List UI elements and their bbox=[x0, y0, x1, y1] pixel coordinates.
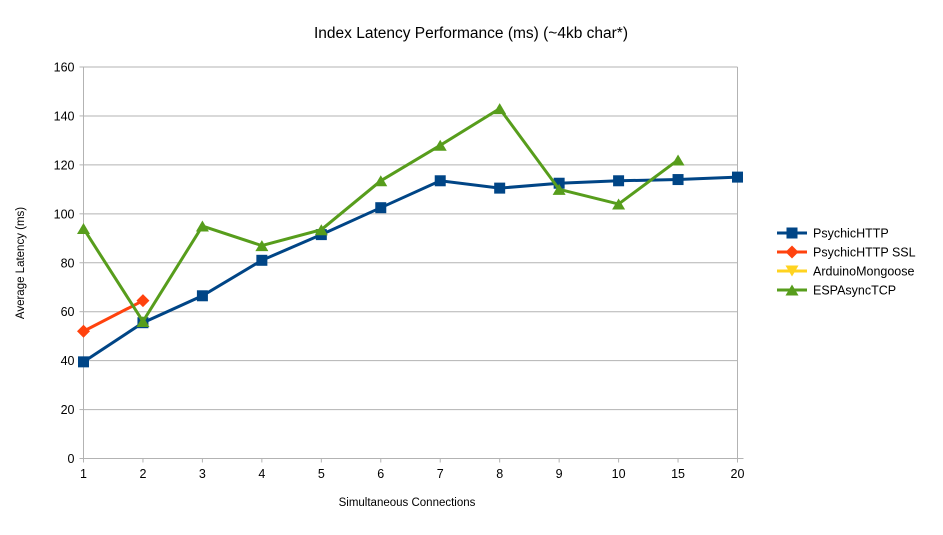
data-series bbox=[77, 103, 743, 368]
x-tick-label: 15 bbox=[671, 467, 685, 481]
legend-label: ESPAsyncTCP bbox=[813, 284, 896, 298]
y-tick-label: 40 bbox=[61, 354, 75, 368]
y-tick-label: 0 bbox=[68, 452, 75, 466]
legend-item: PsychicHTTP SSL bbox=[777, 245, 916, 260]
data-point-marker bbox=[375, 202, 387, 214]
data-point-marker bbox=[612, 198, 626, 210]
y-tick-label: 20 bbox=[61, 403, 75, 417]
y-tick-label: 60 bbox=[61, 305, 75, 319]
data-point-marker bbox=[256, 254, 268, 266]
legend-marker-triangle-down bbox=[785, 265, 799, 277]
y-tick-label: 100 bbox=[54, 207, 75, 221]
data-point-marker bbox=[255, 240, 269, 252]
data-point-marker bbox=[196, 290, 208, 302]
legend-label: ArduinoMongoose bbox=[813, 265, 915, 279]
legend: PsychicHTTP PsychicHTTP SSL ArduinoMongoos… bbox=[777, 227, 916, 298]
data-point-marker bbox=[732, 171, 743, 183]
data-point-marker bbox=[434, 175, 446, 187]
y-tick-label: 160 bbox=[54, 61, 75, 75]
legend-item: ArduinoMongoose bbox=[777, 265, 915, 279]
chart-title: Index Latency Performance (ms) (~4kb cha… bbox=[314, 25, 628, 42]
data-point-marker bbox=[672, 174, 684, 186]
legend-marker-triangle-up bbox=[785, 284, 799, 296]
x-tick-label: 4 bbox=[258, 467, 265, 481]
data-point-marker bbox=[494, 182, 506, 194]
x-tick-label: 20 bbox=[731, 467, 745, 481]
data-point-marker bbox=[374, 175, 388, 187]
legend-marker-square bbox=[786, 227, 798, 239]
data-point-marker bbox=[613, 175, 625, 187]
data-point-marker bbox=[77, 222, 90, 234]
x-tick-label: 10 bbox=[612, 467, 626, 481]
y-axis-title: Average Latency (ms) bbox=[15, 207, 27, 319]
series-line bbox=[82, 106, 679, 325]
y-tick-label: 140 bbox=[54, 109, 75, 123]
x-axis-title: Simultaneous Connections bbox=[339, 497, 476, 509]
gridlines bbox=[83, 66, 738, 459]
series-psychichttp bbox=[78, 171, 743, 368]
data-point-marker bbox=[671, 154, 685, 166]
data-point-marker bbox=[136, 315, 150, 327]
data-point-marker bbox=[552, 183, 566, 195]
x-tick-label: 2 bbox=[139, 467, 146, 481]
legend-item: ESPAsyncTCP bbox=[777, 284, 896, 298]
x-tick-label: 5 bbox=[318, 467, 325, 481]
legend-label: PsychicHTTP SSL bbox=[813, 246, 916, 260]
x-tick-label: 6 bbox=[377, 467, 384, 481]
series-espasynctcp bbox=[77, 103, 685, 327]
legend-label: PsychicHTTP bbox=[813, 227, 889, 241]
y-tick-label: 80 bbox=[61, 256, 75, 270]
data-point-marker bbox=[433, 139, 447, 151]
legend-item: PsychicHTTP bbox=[777, 227, 889, 241]
x-tick-label: 3 bbox=[199, 467, 206, 481]
legend-marker-diamond bbox=[785, 245, 799, 259]
data-point-marker bbox=[493, 103, 507, 115]
series-line bbox=[82, 175, 738, 364]
x-tick-label: 9 bbox=[556, 467, 563, 481]
data-point-marker bbox=[77, 324, 90, 338]
data-point-marker bbox=[136, 294, 150, 308]
x-tick-label: 8 bbox=[496, 467, 503, 481]
data-point-marker bbox=[78, 356, 89, 368]
x-tick-label: 1 bbox=[80, 467, 87, 481]
x-tick-label: 7 bbox=[437, 467, 444, 481]
x-axis-tick-labels: 1 2 3 4 5 6 7 8 9 10 15 20 bbox=[80, 467, 744, 481]
data-point-marker bbox=[553, 177, 565, 189]
y-axis-tick-labels: 0 20 40 60 80 100 120 140 160 bbox=[54, 61, 75, 467]
data-point-marker bbox=[314, 224, 328, 236]
data-point-marker bbox=[195, 220, 209, 232]
y-tick-label: 120 bbox=[54, 158, 75, 172]
